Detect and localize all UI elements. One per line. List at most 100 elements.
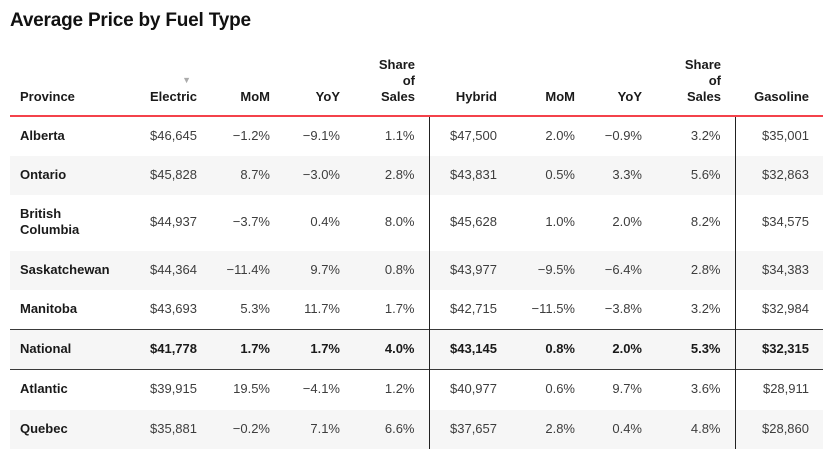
header-electric-yoy[interactable]: YoY	[284, 56, 354, 117]
cell-hybrid-yoy: 3.3%	[612, 166, 642, 182]
cell-hybrid-share: 3.2%	[656, 115, 736, 156]
cell-province: British Columbia	[20, 206, 80, 238]
header-electric-mom[interactable]: MoM	[211, 56, 284, 117]
cell-province: Ontario	[20, 166, 67, 182]
cell-hybrid-price: $45,628	[450, 214, 497, 230]
header-province[interactable]: Province	[10, 56, 130, 117]
cell-hybrid-share: 2.8%	[656, 250, 736, 290]
table-row: British Columbia $44,937 −3.7% 0.4% 8.0%…	[10, 195, 823, 251]
cell-electric-share: 1.1%	[354, 115, 430, 156]
cell-hybrid-mom: 2.8%	[545, 420, 575, 436]
cell-electric-yoy: −4.1%	[302, 381, 340, 397]
header-label: Share of Sales	[684, 56, 721, 105]
header-hybrid-yoy[interactable]: YoY	[589, 56, 656, 117]
header-gasoline[interactable]: Gasoline	[735, 56, 823, 117]
cell-electric-price: $46,645	[150, 127, 197, 143]
cell-hybrid-yoy: −0.9%	[604, 127, 642, 143]
cell-electric-share: 1.7%	[354, 289, 430, 330]
cell-electric-price: $35,881	[150, 420, 197, 436]
header-label: YoY	[315, 89, 340, 105]
table-header: Province ▼ Electric MoM YoY Share of Sal…	[10, 56, 823, 117]
cell-hybrid-price: $37,657	[450, 420, 497, 436]
header-hybrid-mom[interactable]: MoM	[511, 56, 589, 117]
table-body: Alberta $46,645 −1.2% −9.1% 1.1% $47,500…	[10, 115, 823, 449]
cell-province: Atlantic	[20, 381, 68, 397]
header-hybrid-share-of-sales[interactable]: Share of Sales	[656, 56, 735, 117]
table-row: Saskatchewan $44,364 −11.4% 9.7% 0.8% $4…	[10, 250, 823, 290]
cell-hybrid-yoy: 2.0%	[612, 214, 642, 230]
cell-electric-mom: −3.7%	[232, 214, 270, 230]
cell-hybrid-price: $43,145	[450, 341, 497, 357]
cell-gasoline-price: $34,575	[762, 214, 809, 230]
cell-gasoline-price: $32,984	[762, 300, 809, 316]
cell-hybrid-share: 5.6%	[656, 155, 736, 196]
table-row: Manitoba $43,693 5.3% 11.7% 1.7% $42,715…	[10, 289, 823, 330]
cell-hybrid-price: $43,831	[450, 166, 497, 182]
cell-electric-yoy: 11.7%	[304, 300, 340, 316]
cell-gasoline-price: $32,863	[762, 166, 809, 182]
cell-electric-price: $41,778	[150, 341, 197, 357]
cell-hybrid-mom: −9.5%	[537, 261, 575, 277]
cell-hybrid-share: 3.6%	[656, 369, 736, 410]
cell-gasoline-price: $28,860	[762, 420, 809, 436]
cell-electric-mom: 8.7%	[240, 166, 270, 182]
cell-electric-yoy: 0.4%	[310, 214, 340, 230]
cell-electric-share: 1.2%	[354, 369, 430, 410]
cell-hybrid-yoy: 9.7%	[612, 381, 642, 397]
cell-electric-mom: −1.2%	[232, 127, 270, 143]
cell-electric-share: 0.8%	[354, 250, 430, 290]
sort-desc-icon[interactable]: ▼	[182, 75, 191, 86]
header-label: Hybrid	[455, 89, 497, 105]
header-hybrid[interactable]: Hybrid	[429, 56, 511, 117]
cell-gasoline-price: $32,315	[762, 341, 809, 357]
cell-electric-mom: 19.5%	[233, 381, 270, 397]
cell-hybrid-share: 3.2%	[656, 289, 736, 330]
cell-electric-price: $44,937	[150, 214, 197, 230]
header-label: Electric	[150, 89, 197, 105]
cell-province: National	[20, 341, 72, 357]
table-row: Alberta $46,645 −1.2% −9.1% 1.1% $47,500…	[10, 115, 823, 156]
cell-hybrid-share: 4.8%	[656, 409, 736, 449]
cell-hybrid-yoy: −3.8%	[604, 300, 642, 316]
table-row: Atlantic $39,915 19.5% −4.1% 1.2% $40,97…	[10, 369, 823, 410]
header-electric-share-of-sales[interactable]: Share of Sales	[354, 56, 429, 117]
header-row: Province ▼ Electric MoM YoY Share of Sal…	[10, 56, 823, 117]
cell-hybrid-price: $42,715	[450, 300, 497, 316]
header-label: Province	[20, 89, 75, 105]
cell-province: Quebec	[20, 420, 68, 436]
cell-hybrid-share: 5.3%	[656, 329, 736, 370]
page-title: Average Price by Fuel Type	[10, 10, 251, 31]
cell-electric-price: $39,915	[150, 381, 197, 397]
cell-electric-yoy: −9.1%	[302, 127, 340, 143]
table-row: National $41,778 1.7% 1.7% 4.0% $43,145 …	[10, 329, 823, 370]
cell-hybrid-mom: 1.0%	[545, 214, 575, 230]
cell-electric-share: 6.6%	[354, 409, 430, 449]
header-label: Share of Sales	[378, 56, 415, 105]
cell-hybrid-yoy: 0.4%	[612, 420, 642, 436]
cell-hybrid-mom: 0.6%	[545, 381, 575, 397]
cell-electric-price: $44,364	[150, 261, 197, 277]
cell-province: Manitoba	[20, 300, 78, 316]
cell-hybrid-yoy: −6.4%	[604, 261, 642, 277]
cell-electric-mom: −11.4%	[226, 261, 271, 277]
cell-hybrid-mom: −11.5%	[531, 300, 576, 316]
cell-hybrid-price: $43,977	[450, 261, 497, 277]
cell-electric-yoy: −3.0%	[302, 166, 340, 182]
cell-electric-mom: −0.2%	[232, 420, 270, 436]
cell-electric-price: $45,828	[150, 166, 197, 182]
average-price-table: Province ▼ Electric MoM YoY Share of Sal…	[10, 56, 823, 449]
cell-gasoline-price: $35,001	[762, 127, 809, 143]
cell-province: Saskatchewan	[20, 261, 110, 277]
cell-hybrid-price: $40,977	[450, 381, 497, 397]
cell-hybrid-mom: 0.8%	[545, 341, 575, 357]
header-label: MoM	[240, 89, 270, 105]
cell-electric-share: 2.8%	[354, 155, 430, 196]
cell-electric-share: 8.0%	[354, 195, 430, 251]
cell-hybrid-yoy: 2.0%	[612, 341, 642, 357]
header-electric[interactable]: ▼ Electric	[130, 56, 211, 117]
cell-province: Alberta	[20, 127, 65, 143]
cell-electric-share: 4.0%	[354, 329, 430, 370]
cell-gasoline-price: $34,383	[762, 261, 809, 277]
cell-hybrid-price: $47,500	[450, 127, 497, 143]
cell-electric-yoy: 7.1%	[310, 420, 340, 436]
